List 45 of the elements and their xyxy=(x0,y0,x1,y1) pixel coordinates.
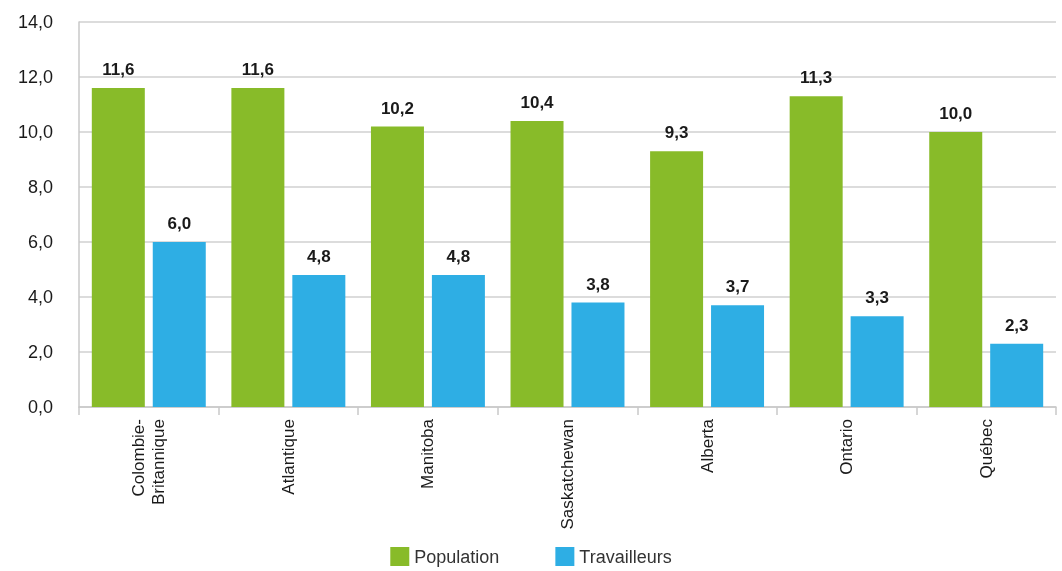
x-tick-label: Manitoba xyxy=(418,418,438,489)
bar xyxy=(650,151,704,407)
bar xyxy=(929,132,983,407)
y-tick-label: 2,0 xyxy=(27,342,53,362)
y-tick-label: 0,0 xyxy=(27,397,53,417)
y-tick-label: 6,0 xyxy=(27,232,53,252)
bar xyxy=(711,305,765,407)
data-label: 3,3 xyxy=(865,288,889,308)
x-tick-label: Atlantique xyxy=(278,419,298,495)
data-label: 4,8 xyxy=(307,247,331,266)
y-tick-label: 8,0 xyxy=(27,177,53,197)
bar xyxy=(431,275,485,407)
bar xyxy=(370,126,424,407)
bar xyxy=(510,121,564,407)
y-tick-label: 10,0 xyxy=(17,122,53,142)
bar xyxy=(789,96,843,407)
y-tick-label: 4,0 xyxy=(27,287,53,307)
data-label: 6,0 xyxy=(167,214,192,233)
x-tick-label: Québec xyxy=(976,418,996,479)
data-label: 4,8 xyxy=(446,247,471,266)
x-tick-label: Ontario xyxy=(837,419,857,475)
legend-label: Population xyxy=(414,546,500,567)
legend-label: Travailleurs xyxy=(579,546,672,567)
data-label: 9,3 xyxy=(664,123,689,143)
bar xyxy=(850,316,904,407)
data-label: 3,7 xyxy=(725,277,750,297)
data-label: 11,6 xyxy=(241,60,274,79)
bar xyxy=(152,242,206,407)
y-tick-label: 12,0 xyxy=(17,67,53,87)
data-label: 11,3 xyxy=(800,68,833,88)
x-tick-label: Colombie-Britannique xyxy=(129,419,169,506)
x-tick-label: Saskatchewan xyxy=(558,419,577,530)
data-label: 2,3 xyxy=(1004,315,1029,335)
data-label: 3,8 xyxy=(586,274,610,294)
bar xyxy=(91,88,145,407)
bar xyxy=(231,88,285,407)
data-label: 11,6 xyxy=(102,60,135,79)
bar xyxy=(571,302,625,407)
data-label: 10,4 xyxy=(520,93,555,112)
y-tick-label: 14,0 xyxy=(17,12,53,32)
bar xyxy=(292,275,346,407)
data-label: 10,2 xyxy=(380,98,414,118)
x-tick-label: Alberta xyxy=(697,418,717,473)
bar xyxy=(990,343,1044,407)
data-label: 10,0 xyxy=(939,104,973,123)
